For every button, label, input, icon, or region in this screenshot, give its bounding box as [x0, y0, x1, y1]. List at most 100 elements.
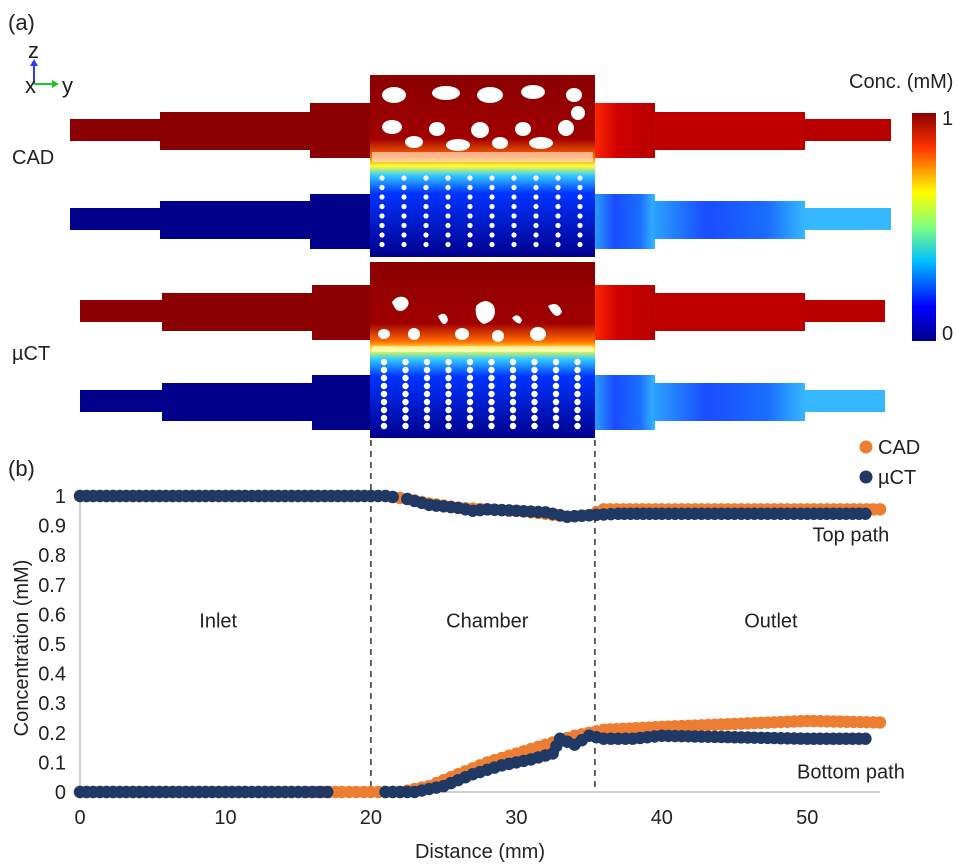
- pillar-dot: [531, 415, 537, 421]
- pillar-dot: [555, 175, 560, 180]
- pillar-dot: [510, 423, 516, 429]
- pillar-dot: [555, 185, 560, 190]
- pillar-dot: [510, 367, 516, 373]
- pillar-dot: [401, 232, 406, 237]
- pillar-dot: [467, 242, 472, 247]
- pillar-dot: [402, 383, 408, 389]
- pillar-dot: [401, 213, 406, 218]
- pillar-dot: [555, 223, 560, 228]
- pillar-dot: [577, 204, 582, 209]
- pillar-dot: [467, 213, 472, 218]
- pillar-dot: [511, 194, 516, 199]
- pillar-dot: [555, 204, 560, 209]
- uct-bottom-point: [859, 733, 871, 745]
- x-tick-label: 20: [360, 807, 382, 829]
- pillar-dot: [379, 185, 384, 190]
- pillar-dot: [531, 391, 537, 397]
- pillar-dot: [489, 194, 494, 199]
- pillar-dot: [401, 175, 406, 180]
- pillar-dot: [510, 383, 516, 389]
- pillar-dot: [467, 223, 472, 228]
- x-axis-glyph-label: x: [25, 73, 36, 98]
- y-tick-label: 0.1: [38, 752, 66, 774]
- pillar-dot: [445, 375, 451, 381]
- y-tick-label: 0: [55, 782, 66, 804]
- x-tick-label: 50: [796, 807, 818, 829]
- pillar-dot: [511, 175, 516, 180]
- pillar-dot: [445, 407, 451, 413]
- y-axis-glyph-label: y: [62, 73, 73, 98]
- pillar-dot: [445, 185, 450, 190]
- pillar-dot: [424, 391, 430, 397]
- pillar-dot: [401, 204, 406, 209]
- pillar-dot: [445, 223, 450, 228]
- legend-label: µCT: [878, 467, 916, 489]
- pillar-dot: [381, 359, 387, 365]
- pillar-dot: [402, 399, 408, 405]
- pillar-dot: [574, 383, 580, 389]
- pillar-dot: [379, 223, 384, 228]
- pillar-dot: [510, 359, 516, 365]
- pillar-dot: [424, 359, 430, 365]
- pillar-dot: [574, 359, 580, 365]
- pillar-dot: [381, 415, 387, 421]
- pillar-dot: [531, 383, 537, 389]
- pillar-dot: [467, 391, 473, 397]
- pillar-dot: [445, 175, 450, 180]
- pillar-dot: [381, 423, 387, 429]
- region-label: Outlet: [744, 610, 798, 632]
- pillar-dot: [553, 375, 559, 381]
- legend-label: CAD: [878, 437, 920, 459]
- pillar-dot: [424, 407, 430, 413]
- pillar-dot: [489, 204, 494, 209]
- pillar-dot: [402, 415, 408, 421]
- uct-top-point: [387, 491, 399, 503]
- cad-top-point: [874, 503, 886, 515]
- pillar-dot: [488, 391, 494, 397]
- pillar-dot: [467, 194, 472, 199]
- pillar-dot: [553, 383, 559, 389]
- pillar-dot: [467, 423, 473, 429]
- pillar-dot: [381, 407, 387, 413]
- pillar-dot: [511, 223, 516, 228]
- y-tick-label: 0.5: [38, 634, 66, 656]
- pillar-dot: [577, 213, 582, 218]
- legend-marker: [860, 441, 873, 454]
- pillar-dot: [555, 242, 560, 247]
- pillar-dot: [445, 204, 450, 209]
- pillar-dot: [533, 223, 538, 228]
- z-axis-label: z: [28, 38, 39, 63]
- x-tick-label: 40: [651, 807, 673, 829]
- pillar-dot: [510, 415, 516, 421]
- pillar-dot: [488, 407, 494, 413]
- pillar-dot: [531, 375, 537, 381]
- pillar-dot: [574, 423, 580, 429]
- y-axis-title: Concentration (mM): [11, 560, 33, 737]
- row-label-uct: µCT: [12, 343, 50, 365]
- pillar-dot: [574, 415, 580, 421]
- pillar-dot: [533, 185, 538, 190]
- panel-a-label: (a): [8, 10, 35, 35]
- pillar-dot: [533, 213, 538, 218]
- pillar-dot: [401, 223, 406, 228]
- pillar-dot: [402, 407, 408, 413]
- y-tick-label: 0.6: [38, 604, 66, 626]
- pillar-dot: [424, 399, 430, 405]
- pillar-dot: [423, 242, 428, 247]
- pillar-dot: [424, 375, 430, 381]
- pillar-dot: [577, 175, 582, 180]
- pillar-dot: [467, 399, 473, 405]
- pillar-dot: [467, 204, 472, 209]
- pillar-dot: [445, 242, 450, 247]
- pillar-dot: [533, 204, 538, 209]
- pillar-dot: [445, 415, 451, 421]
- pillar-dot: [488, 367, 494, 373]
- pillar-dot: [379, 204, 384, 209]
- pillar-dot: [531, 407, 537, 413]
- pillar-dot: [467, 185, 472, 190]
- region-labels: Inlet Chamber Outlet: [199, 610, 798, 632]
- pillar-dot: [467, 383, 473, 389]
- pillar-dot: [467, 375, 473, 381]
- pillar-dot: [533, 194, 538, 199]
